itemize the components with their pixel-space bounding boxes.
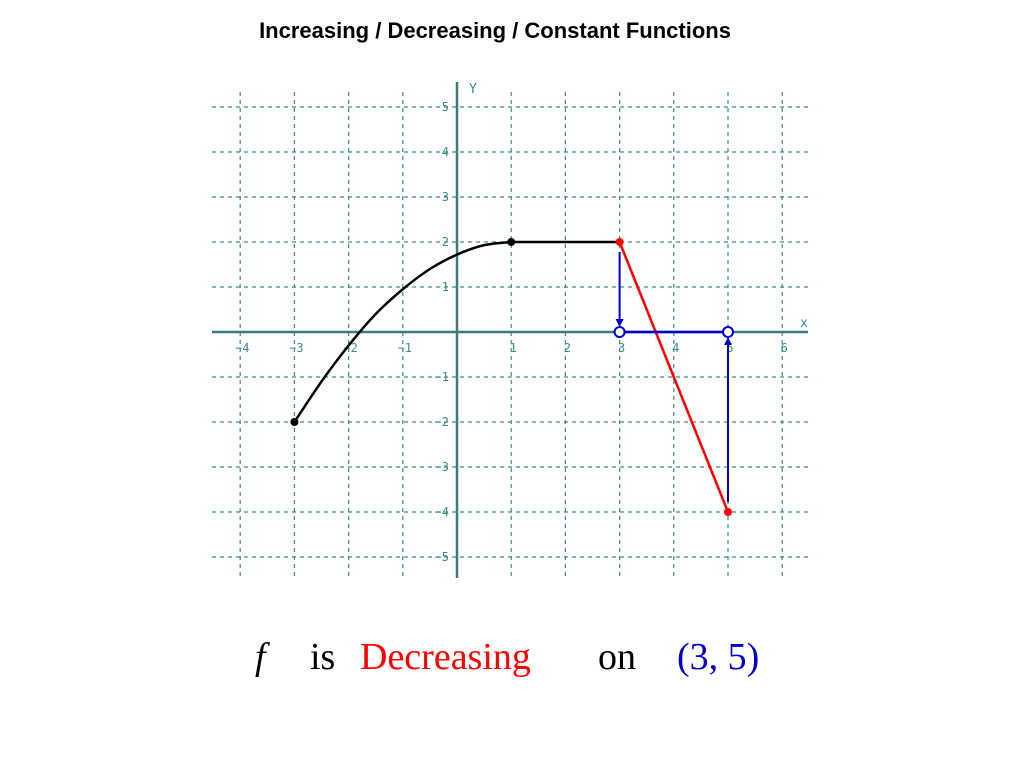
y-tick-label: 5 — [442, 100, 449, 114]
y-tick-label: −5 — [435, 550, 449, 564]
interval-text: (3, 5) — [677, 636, 760, 678]
x-tick-label: 5 — [726, 341, 733, 355]
y-tick-label: −1 — [435, 370, 449, 384]
y-tick-label: −3 — [435, 460, 449, 474]
curve-series — [293, 240, 730, 513]
open-endpoint — [613, 326, 626, 338]
y-tick-label: 1 — [442, 280, 449, 294]
x-tick-label: 4 — [672, 341, 679, 355]
y-tick-label: −2 — [435, 415, 449, 429]
slide-title: Increasing / Decreasing / Constant Funct… — [259, 18, 731, 43]
filled-point — [507, 238, 516, 246]
x-axis-label: x — [800, 316, 808, 331]
caption-on: on — [598, 636, 636, 678]
open-endpoint — [722, 326, 734, 338]
x-tick-label: −1 — [398, 341, 412, 355]
filled-point — [615, 238, 624, 246]
series-decreasing — [618, 241, 730, 513]
x-tick-label: −2 — [343, 341, 357, 355]
x-tick-label: 2 — [564, 341, 571, 355]
filled-point — [724, 508, 732, 516]
x-tick-label: 1 — [510, 341, 517, 355]
interval-markers — [613, 252, 734, 502]
caption: f is Decreasing on (3, 5) — [0, 635, 1024, 695]
x-tick-label: 6 — [781, 341, 788, 355]
trend-word: Decreasing — [360, 636, 531, 678]
grid — [212, 92, 808, 578]
endpoint-markers — [290, 238, 732, 516]
y-tick-label: −4 — [435, 505, 449, 519]
axes: xY — [212, 82, 808, 578]
caption-is: is — [310, 636, 336, 678]
y-tick-label: 2 — [442, 235, 449, 249]
x-tick-label: −4 — [235, 341, 249, 355]
x-tick-label: 3 — [618, 341, 625, 355]
filled-point — [290, 418, 299, 426]
y-axis-label: Y — [469, 82, 477, 97]
x-tick-label: −3 — [289, 341, 303, 355]
series-increasing — [293, 240, 512, 423]
tick-labels: −4 −3 −2 −1 1 2 3 4 5 6 −5 −4 −3 −2 −1 1 2 3 4 5 — [235, 100, 788, 564]
function-symbol: f — [255, 636, 266, 678]
y-tick-label: 3 — [442, 190, 449, 204]
y-tick-label: 4 — [442, 145, 449, 159]
